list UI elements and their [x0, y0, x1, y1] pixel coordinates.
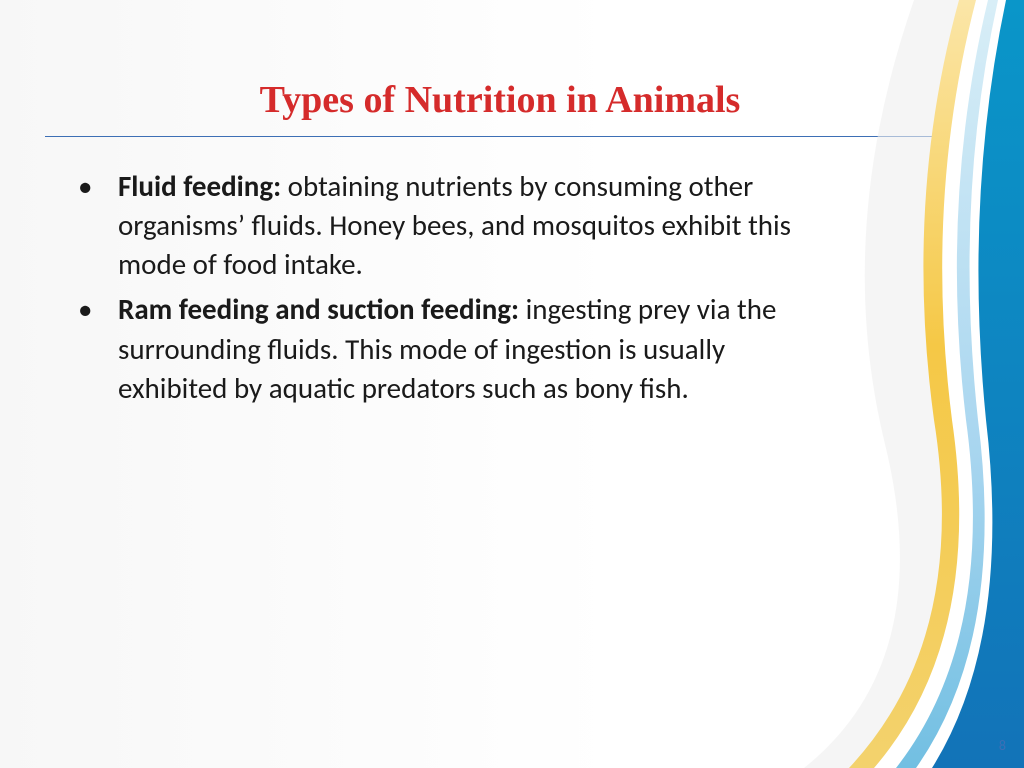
bullet-list: Fluid feeding: obtaining nutrients by co… — [70, 167, 800, 408]
slide-body: Fluid feeding: obtaining nutrients by co… — [70, 167, 800, 408]
title-underline — [45, 136, 955, 137]
list-item: Fluid feeding: obtaining nutrients by co… — [70, 167, 800, 284]
list-item: Ram feeding and suction feeding: ingesti… — [70, 290, 800, 407]
bullet-term: Fluid feeding: — [118, 168, 281, 204]
slide-title: Types of Nutrition in Animals — [60, 0, 940, 134]
page-number: 8 — [999, 737, 1006, 754]
bullet-term: Ram feeding and suction feeding: — [118, 291, 519, 327]
slide: Types of Nutrition in Animals Fluid feed… — [0, 0, 1024, 768]
